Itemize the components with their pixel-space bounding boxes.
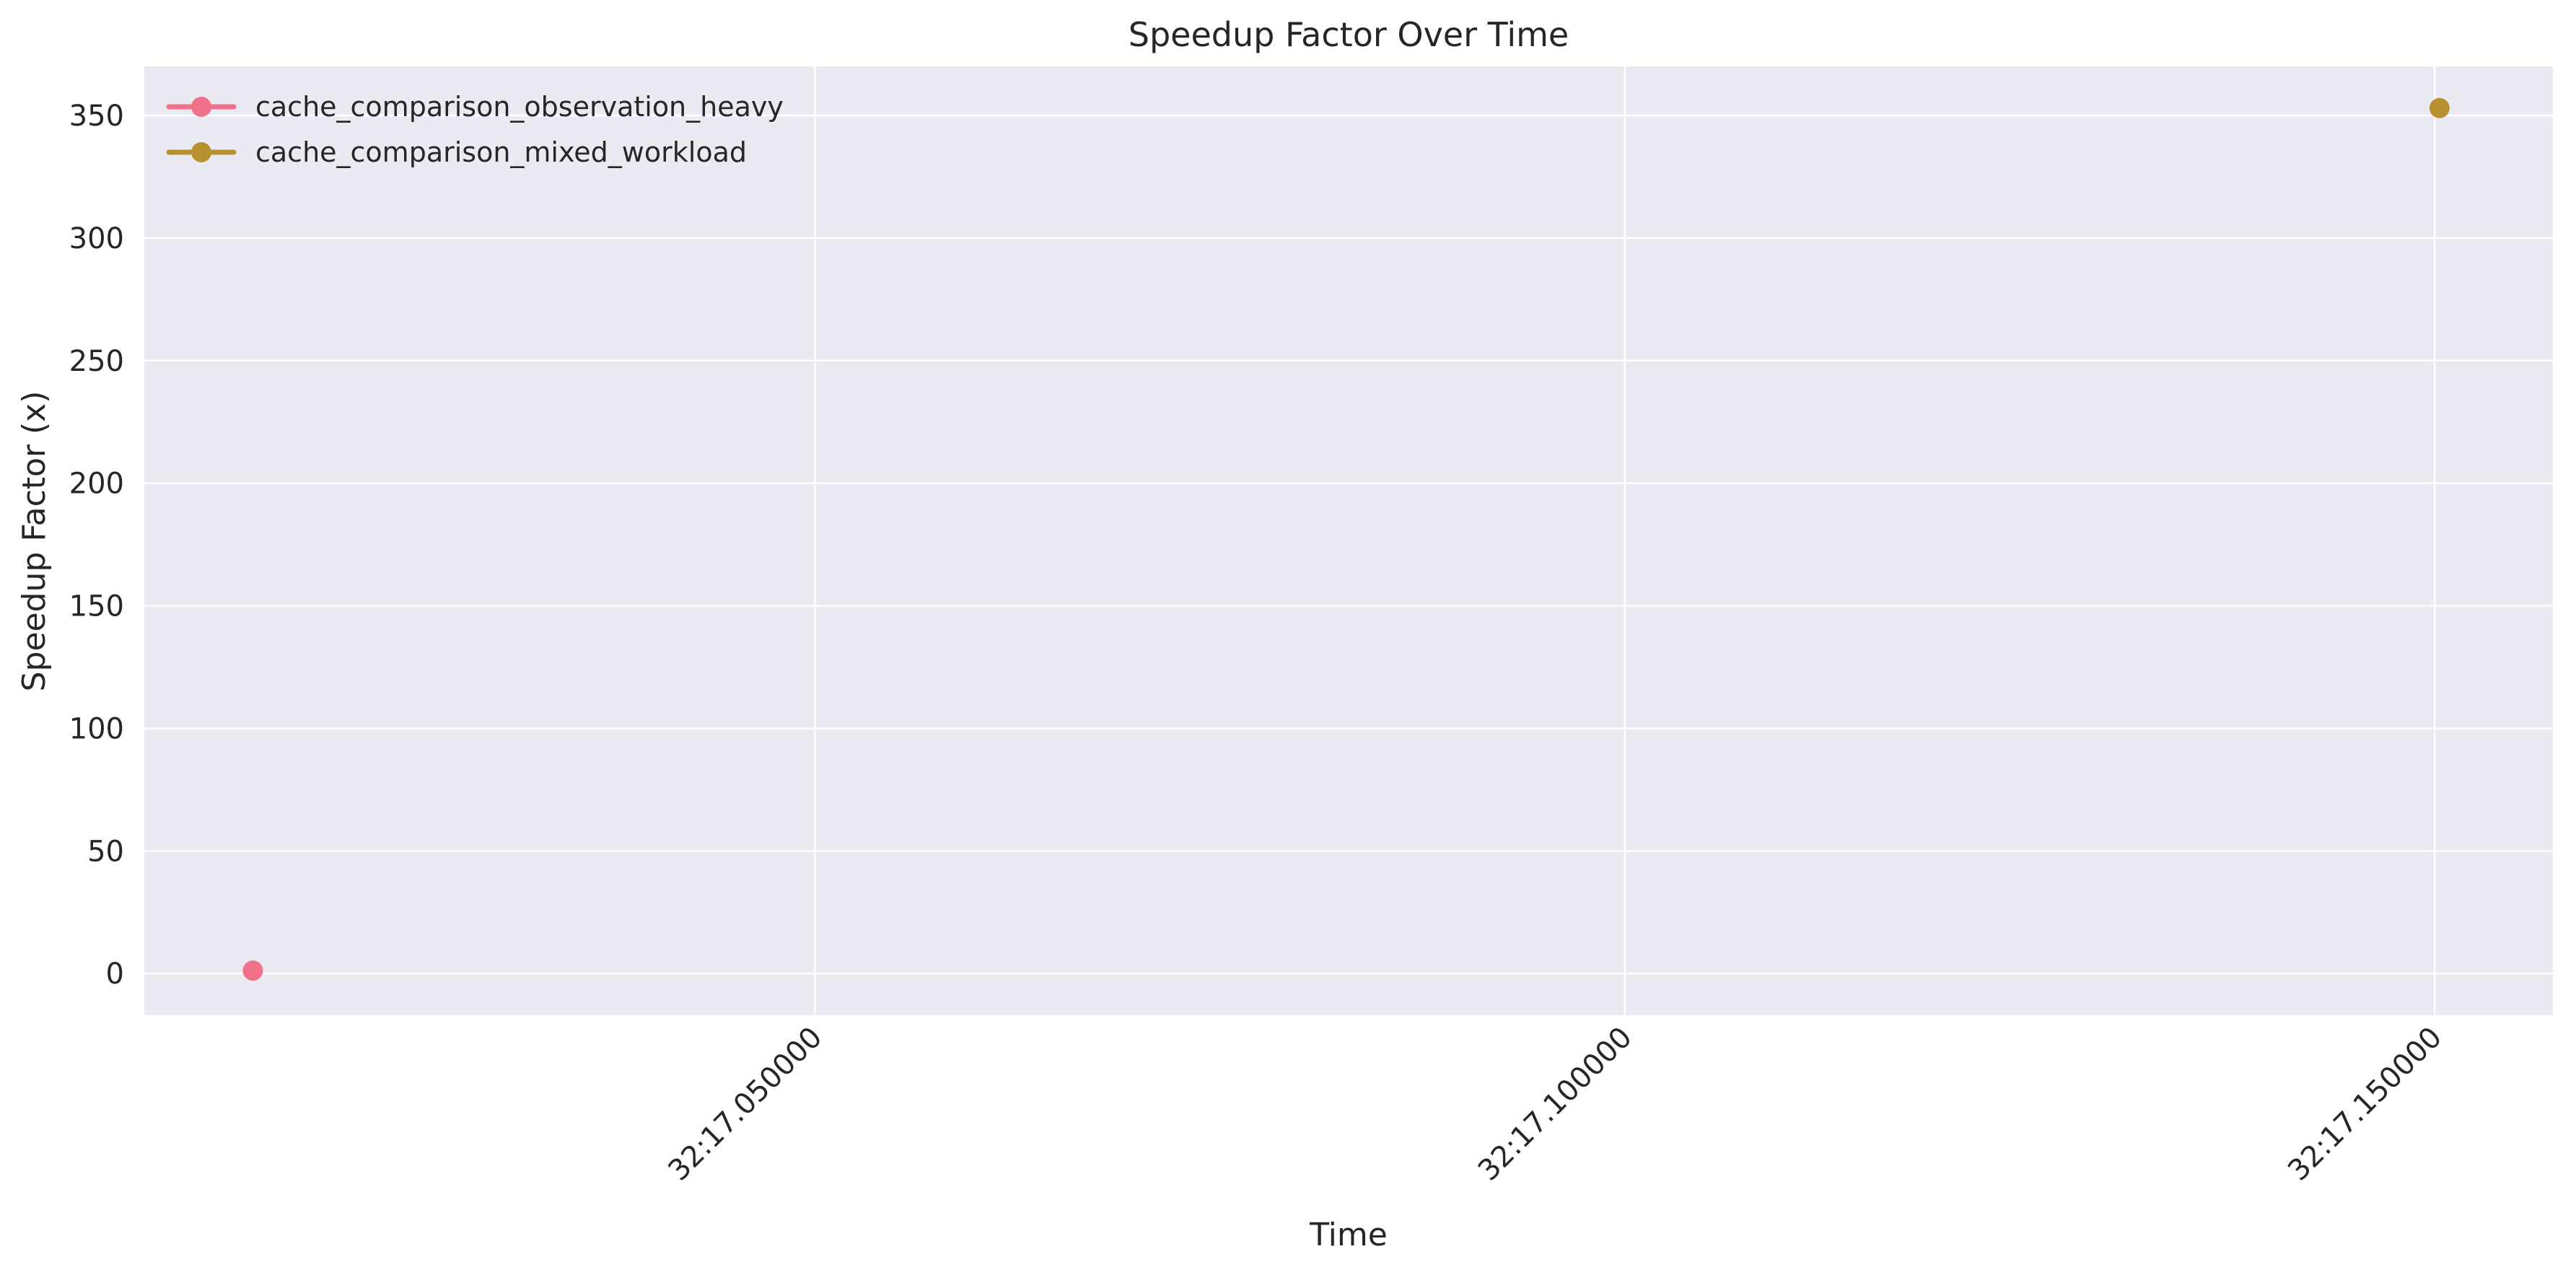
y-tick-label: 200 xyxy=(69,468,124,501)
chart-title: Speedup Factor Over Time xyxy=(1129,15,1569,54)
x-tick-label: 32:17.050000 xyxy=(662,1021,828,1188)
y-tick-label: 0 xyxy=(106,958,124,991)
y-tick-label: 250 xyxy=(69,345,124,378)
y-axis-ticks: 0 50 100 150 200 250 300 350 xyxy=(69,100,124,991)
data-points xyxy=(242,97,2450,981)
y-tick-label: 50 xyxy=(87,835,124,868)
x-axis-ticks: 32:17.050000 32:17.100000 32:17.150000 xyxy=(662,1021,2448,1188)
x-tick-label: 32:17.150000 xyxy=(2282,1021,2448,1188)
legend-marker xyxy=(191,142,211,162)
plot-area xyxy=(144,66,2553,1015)
x-axis-label: Time xyxy=(1309,1217,1388,1253)
x-tick-label: 32:17.100000 xyxy=(1472,1021,1639,1188)
y-tick-label: 100 xyxy=(69,712,124,745)
y-axis-label: Speedup Factor (x) xyxy=(16,391,53,692)
y-tick-label: 300 xyxy=(69,222,124,255)
legend-label: cache_comparison_observation_heavy xyxy=(255,91,784,123)
data-point-cache_comparison_observation_heavy xyxy=(242,960,263,981)
legend-label: cache_comparison_mixed_workload xyxy=(255,136,747,168)
y-tick-label: 150 xyxy=(69,590,124,623)
legend: cache_comparison_observation_heavy cache_… xyxy=(166,91,784,168)
grid-lines xyxy=(144,66,2553,1015)
y-tick-label: 350 xyxy=(69,100,124,133)
legend-marker xyxy=(191,97,211,117)
data-point-cache_comparison_mixed_workload xyxy=(2429,97,2450,118)
